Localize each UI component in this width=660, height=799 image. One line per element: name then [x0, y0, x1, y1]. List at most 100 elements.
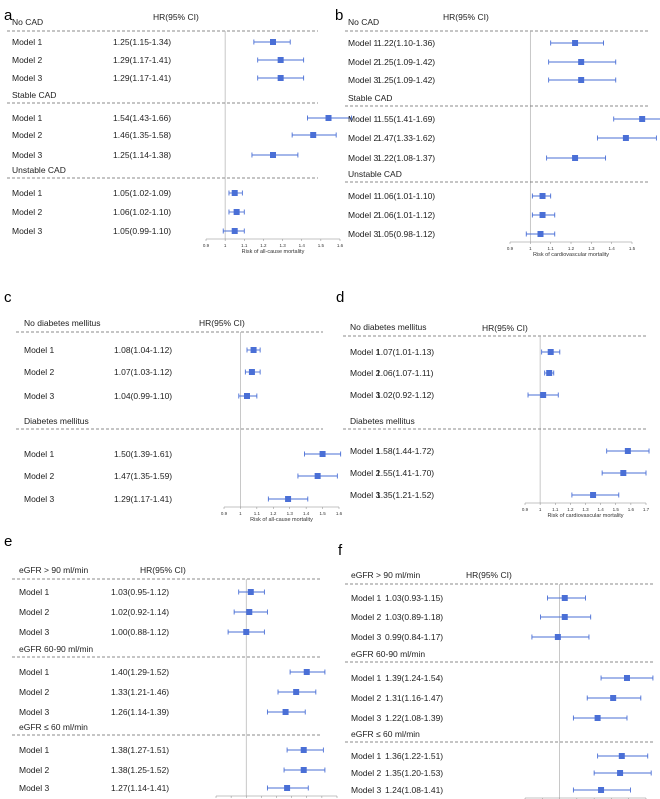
row-hr-ci: 1.46(1.35-1.58): [113, 130, 171, 140]
group-label: eGFR ≤ 60 ml/min: [351, 729, 420, 739]
x-tick-label: 1.6: [628, 507, 635, 512]
hr-marker: [282, 709, 289, 715]
hr-marker: [300, 767, 307, 773]
hr-marker: [537, 231, 544, 237]
x-tick-label: 1.2: [568, 246, 575, 251]
row-model-label: Model 1: [348, 114, 379, 124]
row-model-label: Model 2: [348, 133, 379, 143]
row-hr-ci: 1.26(1.14-1.39): [111, 707, 169, 717]
row-hr-ci: 1.05(1.02-1.09): [113, 188, 171, 198]
row-model-label: Model 1: [12, 113, 43, 123]
x-tick-label: 1.6: [337, 243, 344, 248]
hr-marker: [246, 609, 253, 615]
group-label: eGFR ≤ 60 ml/min: [19, 722, 88, 732]
hr-marker: [303, 669, 310, 675]
row-hr-ci: 1.35(1.20-1.53): [385, 768, 443, 778]
hr-marker: [314, 473, 321, 479]
x-axis-label: Risk of all-cause mortality: [242, 249, 305, 255]
row-model-label: Model 1: [19, 587, 50, 597]
hr-header: HR(95% CI): [466, 570, 512, 580]
hr-marker: [243, 629, 250, 635]
group-label: No CAD: [12, 17, 43, 27]
panel-label: f: [338, 542, 343, 559]
x-tick-label: 0.9: [522, 507, 529, 512]
forest-panel-a: a No CAD HR(95% CI) Model 1 1.25(1.15-1.34) M…: [4, 7, 352, 255]
x-tick-label: 1.5: [318, 243, 325, 248]
row-model-label: Model 2: [351, 612, 382, 622]
hr-marker: [270, 39, 276, 45]
hr-marker: [546, 370, 553, 376]
x-tick-label: 1.5: [629, 246, 636, 251]
x-tick-label: 1.3: [582, 507, 589, 512]
hr-marker: [231, 228, 238, 234]
row-hr-ci: 1.25(1.09-1.42): [377, 57, 435, 67]
hr-marker: [624, 448, 631, 454]
group-label: Diabetes mellitus: [24, 416, 89, 426]
row-hr-ci: 1.29(1.17-1.41): [113, 73, 171, 83]
panel-label: e: [4, 533, 12, 550]
row-hr-ci: 1.27(1.14-1.41): [111, 783, 169, 793]
hr-marker: [233, 209, 240, 215]
x-tick-label: 1.4: [299, 243, 306, 248]
x-axis-label: Risk of cardiovascular mortality: [547, 513, 623, 519]
panel-label: c: [4, 289, 12, 306]
row-model-label: Model 1: [24, 449, 55, 459]
row-hr-ci: 1.07(1.01-1.13): [376, 347, 434, 357]
row-hr-ci: 1.47(1.33-1.62): [377, 133, 435, 143]
group-label: eGFR 60-90 ml/min: [351, 649, 425, 659]
hr-header: HR(95% CI): [482, 323, 528, 333]
row-hr-ci: 1.07(1.03-1.12): [114, 367, 172, 377]
hr-marker: [620, 470, 627, 476]
hr-header: HR(95% CI): [199, 318, 245, 328]
row-hr-ci: 1.05(0.99-1.10): [113, 226, 171, 236]
row-hr-ci: 1.38(1.25-1.52): [111, 765, 169, 775]
hr-marker: [590, 492, 597, 498]
x-tick-label: 1.2: [270, 511, 277, 516]
hr-marker: [572, 40, 579, 46]
row-model-label: Model 1: [24, 345, 55, 355]
row-model-label: Model 1: [12, 37, 43, 47]
hr-marker: [572, 155, 579, 161]
row-model-label: Model 2: [12, 55, 43, 65]
x-axis-label: Risk of cardiovascular mortality: [533, 252, 609, 258]
row-hr-ci: 1.06(1.01-1.12): [377, 210, 435, 220]
hr-marker: [547, 349, 554, 355]
row-model-label: Model 2: [351, 693, 382, 703]
hr-marker: [300, 747, 307, 753]
row-model-label: Model 1: [350, 446, 381, 456]
hr-marker: [540, 392, 547, 398]
hr-header: HR(95% CI): [443, 12, 489, 22]
row-model-label: Model 3: [351, 785, 382, 795]
x-tick-label: 0.9: [221, 511, 228, 516]
panel-label: b: [335, 7, 343, 24]
row-hr-ci: 1.25(1.09-1.42): [377, 75, 435, 85]
hr-marker: [622, 135, 629, 141]
row-hr-ci: 1.33(1.21-1.46): [111, 687, 169, 697]
row-model-label: Model 2: [19, 687, 50, 697]
hr-header: HR(95% CI): [153, 12, 199, 22]
row-model-label: Model 2: [24, 471, 55, 481]
row-hr-ci: 1.50(1.39-1.61): [114, 449, 172, 459]
row-hr-ci: 1.55(1.41-1.69): [377, 114, 435, 124]
hr-marker: [539, 212, 546, 218]
hr-marker: [277, 57, 284, 63]
row-model-label: Model 2: [24, 367, 55, 377]
x-tick-label: 1.2: [567, 507, 574, 512]
row-model-label: Model 2: [351, 768, 382, 778]
x-tick-label: 1: [539, 507, 542, 512]
row-hr-ci: 1.00(0.88-1.12): [111, 627, 169, 637]
x-tick-label: 1.3: [287, 511, 294, 516]
row-hr-ci: 1.31(1.16-1.47): [385, 693, 443, 703]
hr-marker: [561, 614, 568, 620]
row-model-label: Model 3: [19, 627, 50, 637]
row-model-label: Model 2: [19, 607, 50, 617]
row-hr-ci: 1.06(1.07-1.11): [376, 368, 434, 378]
hr-marker: [277, 75, 284, 81]
row-hr-ci: 1.02(0.92-1.14): [111, 607, 169, 617]
x-tick-label: 1.3: [588, 246, 595, 251]
x-tick-label: 1.1: [254, 511, 261, 516]
x-tick-label: 1.4: [303, 511, 310, 516]
row-hr-ci: 1.29(1.17-1.41): [114, 494, 172, 504]
hr-marker: [310, 132, 317, 138]
